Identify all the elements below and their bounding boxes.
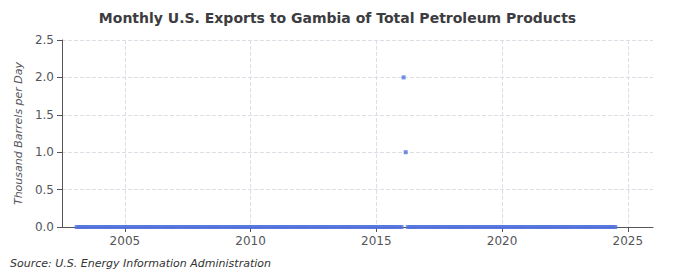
svg-text:2005: 2005 [110, 234, 141, 248]
svg-text:2020: 2020 [487, 234, 518, 248]
svg-text:2025: 2025 [613, 234, 644, 248]
svg-text:2.0: 2.0 [35, 70, 54, 84]
svg-text:1.0: 1.0 [35, 145, 54, 159]
svg-text:Thousand Barrels per Day: Thousand Barrels per Day [12, 61, 25, 205]
svg-text:1.5: 1.5 [35, 108, 54, 122]
svg-text:2015: 2015 [361, 234, 392, 248]
svg-text:2.5: 2.5 [35, 33, 54, 47]
svg-text:Monthly U.S. Exports to Gambia: Monthly U.S. Exports to Gambia of Total … [99, 10, 576, 26]
svg-text:0.5: 0.5 [35, 183, 54, 197]
svg-text:0.0: 0.0 [35, 220, 54, 234]
svg-text:2010: 2010 [235, 234, 266, 248]
svg-text:Source: U.S. Energy Informatio: Source: U.S. Energy Information Administ… [10, 257, 271, 270]
